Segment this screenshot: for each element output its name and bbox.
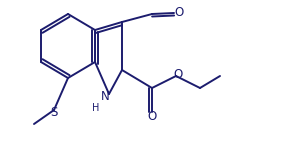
Text: H: H [92,103,100,113]
Text: O: O [173,67,183,80]
Text: S: S [50,106,58,119]
Text: O: O [147,109,156,122]
Text: O: O [174,7,184,20]
Text: N: N [101,89,109,102]
